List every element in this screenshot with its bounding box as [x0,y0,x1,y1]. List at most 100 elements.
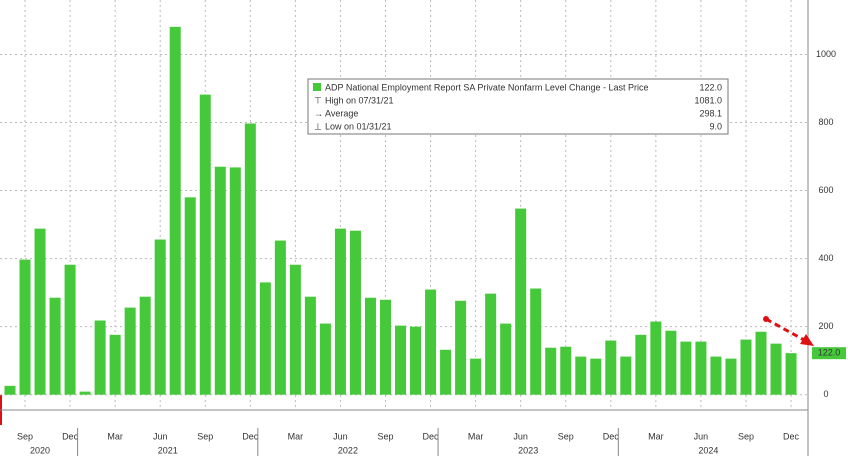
bar [425,289,437,395]
bars [4,26,797,395]
bar [79,391,91,395]
bar [169,26,181,395]
bar [590,358,602,395]
y-tick-label: 200 [818,321,833,331]
bar [64,264,76,395]
bar [725,358,737,395]
bar [34,228,46,395]
x-tick-label: Sep [17,431,33,441]
legend-value: 122.0 [699,82,722,92]
bar [740,339,752,395]
bar [605,340,617,395]
bar [680,341,692,395]
y-tick-label: 0 [823,389,828,399]
bar [575,356,587,395]
y-tick-label: 400 [818,253,833,263]
bar [349,230,361,395]
legend-stat-value: 9.0 [709,121,722,131]
bar [710,356,722,395]
bar [650,321,662,395]
bar [770,343,782,395]
x-tick-label: Mar [468,431,484,441]
arrow-head [800,334,814,346]
bar [545,347,557,395]
bar [319,323,331,395]
bar [244,123,256,395]
bar [395,325,407,395]
bar [304,296,316,395]
x-tick-label: Jun [153,431,168,441]
bar [755,331,767,395]
bar [4,385,16,395]
y-tick-label: 1000 [816,49,836,59]
bar [94,320,106,395]
year-label: 2022 [338,445,358,455]
bar [199,94,211,395]
x-tick-label: Dec [603,431,620,441]
bar [109,334,121,395]
bar [49,297,61,395]
last-price-tag [812,347,846,360]
x-tick-label: Mar [648,431,664,441]
x-tick-label: Dec [783,431,800,441]
x-tick-label: Sep [377,431,393,441]
x-tick-label: Jun [513,431,528,441]
legend-label: ADP National Employment Report SA Privat… [325,82,649,92]
legend-icon: → [314,108,323,118]
x-tick-label: Jun [333,431,348,441]
bar [124,307,136,395]
bar [560,346,572,395]
legend-stat-value: 1081.0 [694,95,722,105]
year-label: 2023 [518,445,538,455]
year-label: 2020 [30,445,50,455]
bar [19,259,31,395]
x-tick-label: Mar [107,431,123,441]
bar [410,326,422,395]
legend-icon: ⊤ [314,95,322,105]
bar [289,264,301,395]
bar [485,293,497,395]
bar [665,330,677,395]
bar [229,167,241,395]
x-tick-label: Dec [62,431,79,441]
x-tick-label: Mar [288,431,304,441]
legend-stat-label: Low on 01/31/21 [325,121,392,131]
legend-box [307,78,729,135]
arrow-annotation [763,316,814,346]
bar [620,356,632,395]
year-label: 2024 [698,445,718,455]
x-tick-label: Dec [242,431,259,441]
year-label: 2021 [158,445,178,455]
legend-icon: ⊥ [314,121,322,131]
bar [440,349,452,395]
x-tick-label: Sep [197,431,213,441]
bar [530,288,542,395]
legend-stat-label: Average [325,108,358,118]
bar [635,334,647,395]
bar [380,299,391,395]
bar [334,228,346,395]
bar [515,208,527,395]
bar [259,282,271,395]
last-price-label: 122.0 [818,348,841,358]
bar [139,296,151,395]
bar [154,239,166,395]
bar [785,353,797,395]
legend-swatch [313,83,321,91]
bar [364,297,376,395]
legend-stat-label: High on 07/31/21 [325,95,394,105]
x-tick-label: Sep [738,431,754,441]
arrow-line [765,317,807,343]
bar [470,358,482,395]
x-tick-label: Dec [423,431,440,441]
legend: ADP National Employment Report SA Privat… [307,78,729,135]
bar [214,166,226,395]
legend-stat-value: 298.1 [699,108,722,118]
bar [184,197,196,395]
bar [695,341,707,395]
bar [274,240,286,395]
bar [455,300,467,395]
bar [500,323,512,395]
y-tick-label: 600 [818,185,833,195]
